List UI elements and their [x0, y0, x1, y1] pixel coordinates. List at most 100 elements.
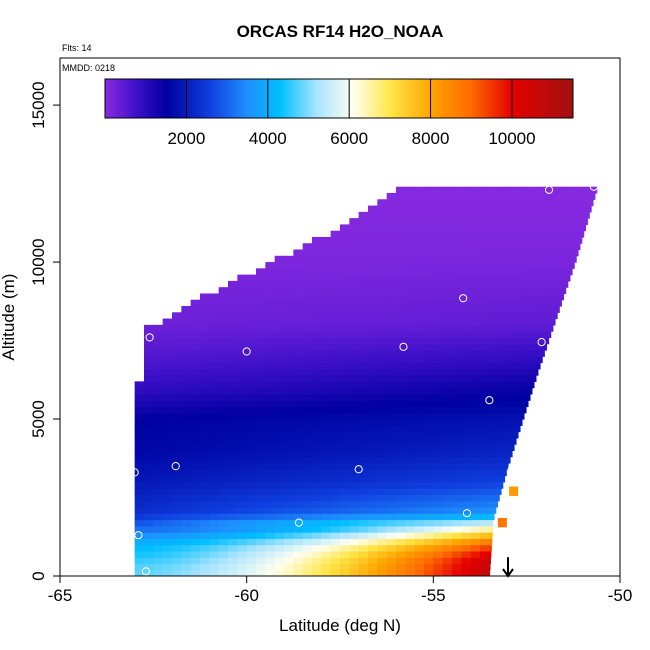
heatmap-cell	[246, 393, 257, 401]
heatmap-cell	[172, 318, 182, 326]
heatmap-cell	[433, 381, 444, 389]
heatmap-cell	[405, 387, 416, 395]
heatmap-cell	[396, 255, 406, 263]
heatmap-cell	[349, 481, 360, 489]
heatmap-cell	[414, 262, 425, 269]
heatmap-cell	[358, 406, 369, 414]
heatmap-cell	[480, 343, 490, 351]
heatmap-cell	[153, 337, 164, 345]
heatmap-cell	[228, 356, 238, 364]
heatmap-cell	[302, 450, 313, 458]
heatmap-cell	[274, 356, 285, 364]
heatmap-cell	[181, 306, 192, 313]
heatmap-cell	[405, 506, 416, 514]
heatmap-cell	[228, 381, 238, 389]
heatmap-cell	[321, 343, 332, 351]
heatmap-cell	[172, 331, 182, 339]
heatmap-cell	[256, 506, 266, 514]
heatmap-cell	[452, 437, 462, 445]
heatmap-cell	[564, 280, 569, 288]
heatmap-cell	[508, 192, 518, 200]
heatmap-cell	[358, 506, 369, 514]
heatmap-cell	[368, 387, 378, 395]
heatmap-cell	[386, 356, 397, 364]
heatmap-cell	[480, 525, 490, 533]
heatmap-cell	[228, 469, 238, 477]
heatmap-cell	[470, 488, 481, 495]
heatmap-cell	[134, 488, 145, 495]
heatmap-cell	[293, 494, 304, 502]
heatmap-cell	[358, 557, 369, 565]
heatmap-cell	[312, 532, 322, 539]
heatmap-cell	[489, 255, 500, 263]
heatmap-cell	[442, 375, 453, 382]
heatmap-cell	[340, 306, 350, 313]
heatmap-cell	[396, 387, 406, 395]
heatmap-cell	[349, 255, 360, 263]
heatmap-cell	[396, 192, 406, 200]
heatmap-cell	[489, 362, 500, 370]
colorbar-ticks: 2000 4000 6000 8000 10000	[167, 79, 536, 148]
heatmap-cell	[134, 557, 145, 565]
heatmap-cell	[144, 475, 154, 483]
heatmap-cell	[358, 425, 369, 433]
heatmap-cell	[340, 494, 350, 502]
heatmap-cell	[414, 563, 425, 571]
heatmap-cell	[293, 469, 304, 477]
heatmap-cell	[470, 494, 481, 502]
heatmap-cell	[377, 299, 388, 307]
heatmap-cell	[330, 525, 341, 533]
heatmap-cell	[508, 349, 518, 357]
heatmap-cell	[218, 488, 229, 495]
heatmap-cell	[237, 563, 248, 571]
heatmap-cell	[181, 462, 192, 470]
heatmap-cell	[526, 274, 537, 282]
heatmap-cell	[396, 494, 406, 502]
heatmap-cell	[172, 506, 182, 514]
heatmap-cell	[265, 400, 276, 408]
heatmap-cell	[405, 525, 416, 533]
heatmap-cell	[414, 406, 425, 414]
heatmap-cell	[358, 387, 369, 395]
heatmap-cell	[396, 312, 406, 320]
heatmap-cell	[433, 569, 444, 576]
heatmap-cell	[153, 387, 164, 395]
heatmap-cell	[312, 506, 322, 514]
heatmap-cell	[536, 236, 546, 244]
heatmap-cell	[172, 456, 182, 464]
heatmap-cell	[200, 494, 210, 502]
heatmap-cell	[358, 481, 369, 489]
heatmap-cell	[330, 230, 341, 238]
heatmap-cell	[433, 538, 444, 546]
heatmap-cell	[582, 199, 593, 207]
heatmap-cell	[452, 312, 462, 320]
heatmap-cell	[256, 469, 266, 477]
heatmap-cell	[517, 419, 523, 426]
heatmap-cell	[526, 236, 537, 244]
heatmap-cell	[228, 425, 238, 433]
heatmap-cell	[470, 400, 481, 408]
heatmap-cell	[190, 462, 201, 470]
heatmap-cell	[405, 362, 416, 370]
heatmap-cell	[274, 437, 285, 445]
heatmap-cell	[368, 218, 378, 225]
heatmap-cell	[256, 337, 266, 345]
heatmap-cell	[181, 444, 192, 452]
heatmap-cell	[302, 444, 313, 452]
heatmap-cell	[162, 444, 173, 452]
heatmap-cell	[480, 437, 490, 445]
heatmap-cell	[284, 368, 294, 376]
heatmap-cell	[284, 280, 294, 288]
heatmap-cell	[526, 318, 537, 326]
heatmap-cell	[274, 387, 285, 395]
heatmap-cell	[461, 412, 472, 420]
heatmap-cell	[405, 249, 416, 257]
heatmap-cell	[442, 249, 453, 257]
heatmap-cell	[358, 312, 369, 320]
heatmap-cell	[330, 375, 341, 382]
heatmap-cell	[293, 406, 304, 414]
heatmap-cell	[144, 481, 154, 489]
heatmap-cell	[545, 318, 556, 326]
heatmap-cell	[480, 211, 490, 219]
heatmap-cell	[470, 343, 481, 351]
